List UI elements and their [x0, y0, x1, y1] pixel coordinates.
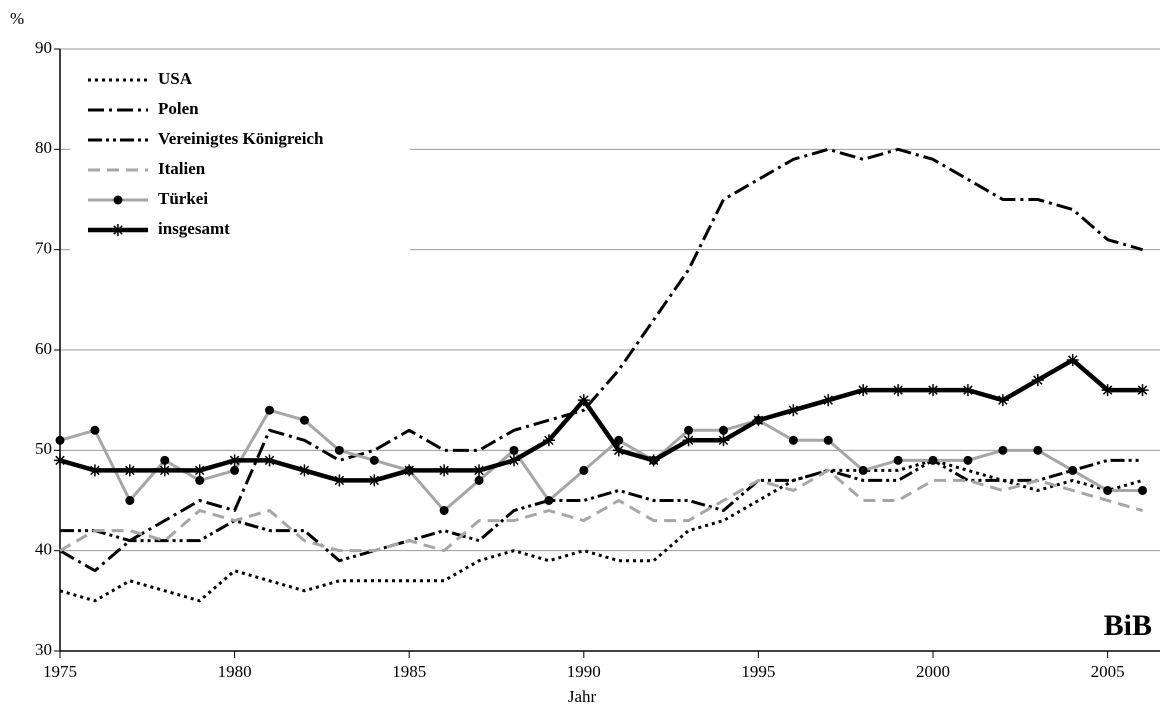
marker [193, 464, 206, 477]
marker [263, 454, 276, 467]
y-tick-label: 90 [35, 38, 52, 57]
legend-label: Polen [158, 99, 199, 118]
marker [998, 445, 1008, 455]
marker [90, 425, 100, 435]
marker [112, 224, 124, 236]
series [59, 468, 1143, 553]
marker [717, 434, 730, 447]
marker [996, 394, 1009, 407]
annotation: BiB [1104, 609, 1152, 642]
marker [88, 464, 101, 477]
series [60, 458, 1143, 563]
line [59, 357, 1143, 483]
marker [438, 464, 451, 477]
marker [473, 464, 486, 477]
line [59, 468, 1143, 553]
legend-box [70, 58, 410, 258]
series [59, 458, 1143, 603]
marker [579, 465, 589, 475]
line [59, 458, 1143, 603]
marker [265, 405, 275, 415]
y-tick-label: 60 [35, 339, 52, 358]
marker [160, 455, 170, 465]
marker [125, 496, 135, 505]
marker [507, 454, 520, 467]
x-tick-label: 1980 [218, 662, 252, 681]
series [59, 147, 1143, 573]
marker [1068, 465, 1078, 475]
x-tick-label: 1975 [43, 662, 77, 681]
series [54, 354, 1149, 487]
marker [195, 475, 205, 485]
marker [963, 455, 973, 465]
x-tick-label: 2005 [1091, 662, 1125, 681]
line [59, 147, 1143, 573]
marker [858, 465, 868, 475]
marker [647, 454, 660, 467]
marker [474, 475, 484, 485]
marker [542, 434, 555, 447]
legend-label: Italien [158, 159, 206, 178]
marker [893, 455, 903, 465]
marker [823, 435, 833, 445]
marker [509, 445, 519, 455]
marker [1066, 354, 1079, 367]
marker [123, 464, 136, 477]
marker [1031, 374, 1044, 387]
x-tick-label: 2000 [916, 662, 950, 681]
marker [614, 435, 624, 445]
line [60, 458, 1143, 563]
marker [857, 384, 870, 397]
marker [544, 496, 554, 505]
marker [927, 384, 940, 397]
marker [787, 404, 800, 417]
x-axis-label: Jahr [568, 687, 597, 706]
marker [1101, 384, 1114, 397]
marker [928, 455, 938, 465]
marker [439, 506, 449, 516]
marker [298, 464, 311, 477]
y-tick-label: 70 [35, 239, 52, 258]
x-tick-label: 1990 [567, 662, 601, 681]
marker [368, 474, 381, 487]
marker [54, 454, 66, 467]
marker [334, 445, 344, 455]
y-unit: % [10, 9, 24, 28]
marker [299, 415, 309, 425]
marker [752, 414, 765, 427]
marker [230, 465, 240, 475]
x-tick-label: 1985 [392, 662, 426, 681]
marker [684, 425, 694, 435]
marker [892, 384, 905, 397]
marker [612, 444, 625, 457]
marker [403, 464, 416, 477]
marker [1033, 445, 1043, 455]
marker [718, 425, 728, 435]
legend-label: USA [158, 69, 193, 88]
legend-label: insgesamt [158, 219, 230, 238]
marker [55, 435, 65, 445]
marker [961, 384, 974, 397]
marker [333, 474, 346, 487]
marker [1103, 485, 1113, 495]
legend-label: Vereinigtes Königreich [158, 129, 324, 148]
marker [1136, 384, 1149, 397]
marker [682, 434, 695, 447]
legend-marker [113, 195, 123, 205]
x-tick-label: 1995 [741, 662, 775, 681]
marker [369, 455, 379, 465]
marker [788, 435, 798, 445]
marker [822, 394, 835, 407]
marker [228, 454, 241, 467]
y-tick-label: 40 [35, 540, 52, 559]
marker [158, 464, 171, 477]
y-tick-label: 50 [35, 439, 52, 458]
legend-label: Türkei [158, 189, 208, 208]
y-tick-label: 80 [35, 138, 52, 157]
marker [1138, 485, 1148, 495]
y-tick-label: 30 [35, 640, 52, 659]
marker [577, 394, 590, 407]
